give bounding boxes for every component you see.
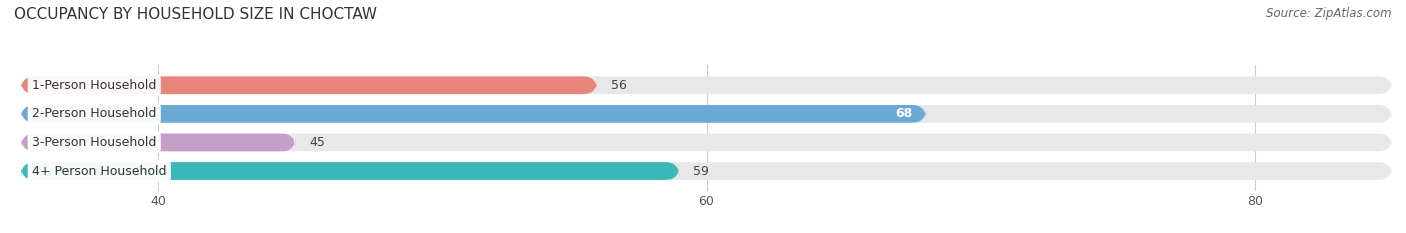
Text: 45: 45 [309, 136, 325, 149]
FancyBboxPatch shape [21, 134, 1392, 151]
FancyBboxPatch shape [21, 162, 679, 180]
Text: 1-Person Household: 1-Person Household [32, 79, 156, 92]
Text: 56: 56 [610, 79, 627, 92]
FancyBboxPatch shape [21, 105, 927, 123]
Text: 68: 68 [894, 107, 912, 120]
FancyBboxPatch shape [21, 76, 596, 94]
FancyBboxPatch shape [21, 134, 295, 151]
FancyBboxPatch shape [21, 162, 1392, 180]
Text: 59: 59 [693, 164, 709, 178]
Text: 4+ Person Household: 4+ Person Household [32, 164, 166, 178]
Text: Source: ZipAtlas.com: Source: ZipAtlas.com [1267, 7, 1392, 20]
Text: 2-Person Household: 2-Person Household [32, 107, 156, 120]
Text: OCCUPANCY BY HOUSEHOLD SIZE IN CHOCTAW: OCCUPANCY BY HOUSEHOLD SIZE IN CHOCTAW [14, 7, 377, 22]
FancyBboxPatch shape [21, 105, 1392, 123]
Text: 3-Person Household: 3-Person Household [32, 136, 156, 149]
FancyBboxPatch shape [21, 76, 1392, 94]
